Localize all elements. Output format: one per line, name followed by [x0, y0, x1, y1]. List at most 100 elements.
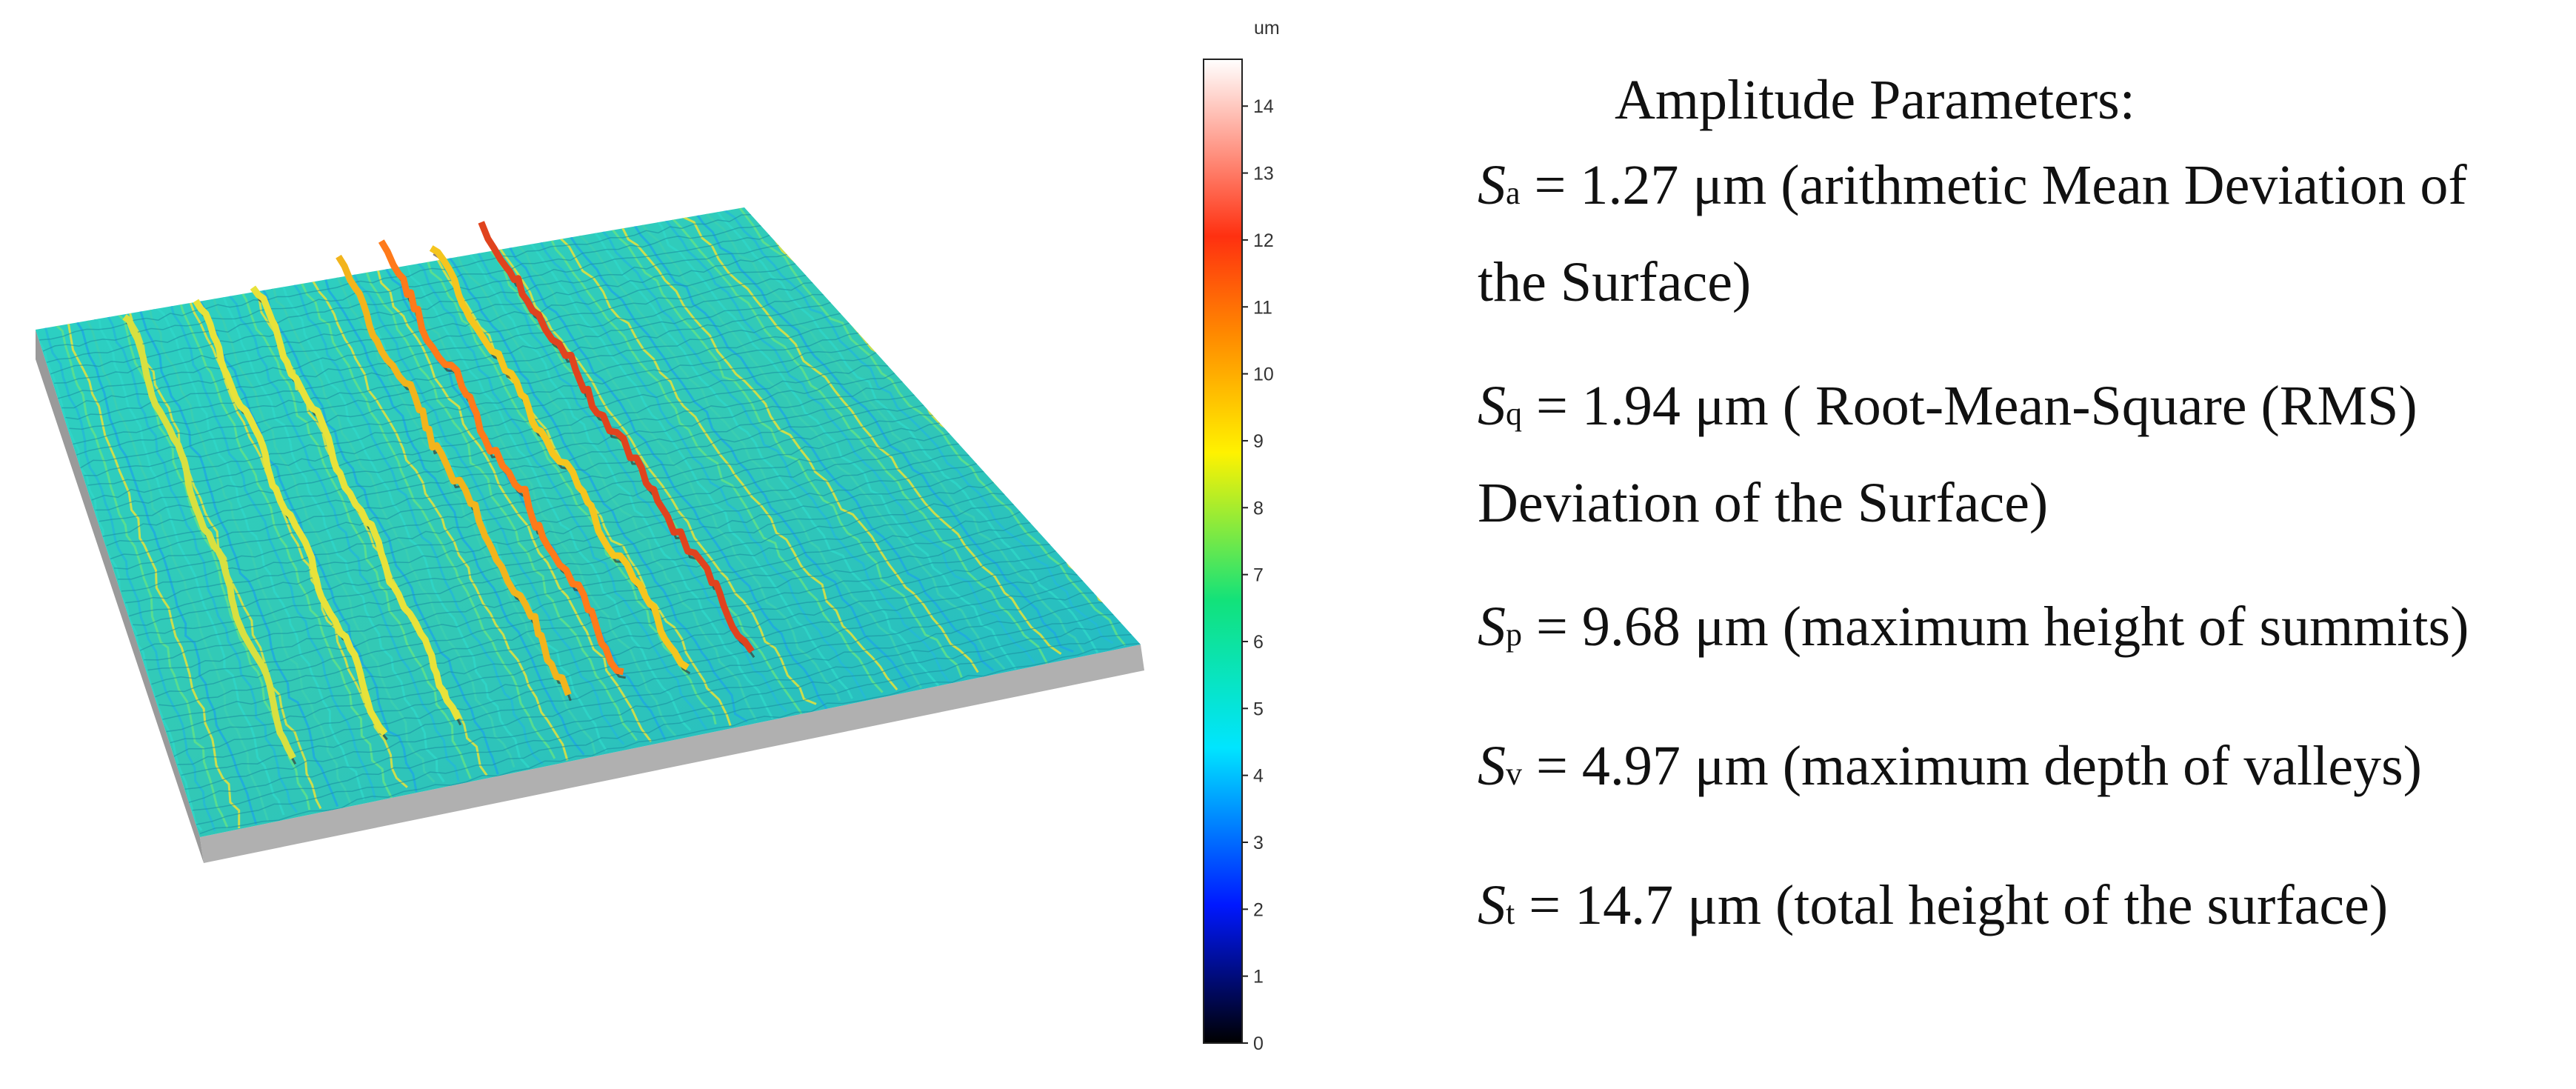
- mesh-line: [128, 454, 970, 617]
- mesh-line: [516, 243, 841, 702]
- colorbar-tick-label: 8: [1253, 498, 1264, 519]
- mesh-line: [188, 613, 1114, 803]
- mesh-line: [136, 470, 988, 636]
- mesh-line: [721, 207, 1114, 645]
- mesh-line: [701, 209, 1085, 653]
- mesh-line: [43, 322, 216, 832]
- mesh-line: [375, 263, 653, 742]
- mesh-line: [162, 544, 1051, 720]
- mesh-line: [630, 220, 995, 672]
- mesh-line: [529, 242, 853, 699]
- mesh-line: [173, 572, 1078, 757]
- height-colorbar: um 0 1 2 3 4 5 6 7 8 9 10 11 12 13 14: [1185, 0, 1363, 1089]
- mesh-line: [139, 480, 997, 651]
- mesh-line: [365, 270, 638, 742]
- colorbar-tick-label: 11: [1253, 297, 1272, 318]
- surface-ridges: [122, 221, 755, 765]
- param-sq: Sq = 1.94 μm ( Root-Mean-Square (RMS) De…: [1478, 362, 2566, 547]
- param-sp-sub: p: [1506, 616, 1522, 653]
- mesh-line: [73, 300, 835, 445]
- surface-ridge: [193, 299, 388, 736]
- mesh-line: [106, 393, 916, 547]
- mesh-line: [537, 237, 867, 700]
- param-st-sub: t: [1506, 895, 1515, 931]
- mesh-line: [260, 286, 499, 775]
- mesh-line: [323, 275, 585, 756]
- mesh-line: [144, 493, 1006, 661]
- colorbar-tick-label: 9: [1253, 431, 1264, 452]
- mesh-line: [168, 300, 376, 799]
- mesh-line: [567, 231, 911, 688]
- colorbar-tick-label: 4: [1253, 766, 1264, 787]
- amplitude-parameters: Amplitude Parameters: Sa = 1.27 μm (arit…: [1478, 59, 2566, 958]
- mesh-line: [53, 323, 229, 829]
- colorbar-tick-label: 1: [1253, 967, 1264, 988]
- mesh-line: [467, 250, 774, 719]
- mesh-line: [91, 350, 880, 501]
- mesh-line: [507, 244, 828, 710]
- colorbar-tick-label: 6: [1253, 632, 1264, 653]
- surface-base-front: [200, 645, 1144, 863]
- mesh-line: [271, 282, 515, 768]
- mesh-line: [166, 548, 1060, 733]
- mesh-line: [61, 274, 808, 409]
- surface-ridge: [122, 314, 296, 760]
- param-sv-symbol: S: [1478, 735, 1506, 797]
- mesh-line: [84, 315, 270, 822]
- mesh-line: [184, 602, 1105, 790]
- mesh-line: [396, 264, 678, 738]
- surface-3d-view: [0, 0, 1170, 1089]
- param-sp-text: = 9.68 μm (maximum height of summits): [1522, 596, 2469, 658]
- mesh-line: [159, 529, 1042, 707]
- mesh-line: [619, 223, 979, 673]
- mesh-line: [128, 311, 322, 810]
- colorbar-tick-label: 10: [1253, 364, 1274, 385]
- surface-base-left: [36, 330, 204, 863]
- param-sp: Sp = 9.68 μm (maximum height of summits): [1478, 582, 2566, 679]
- param-sa-symbol: S: [1478, 154, 1506, 216]
- mesh-line: [734, 207, 1127, 647]
- mesh-line: [76, 322, 258, 825]
- colorbar-tick-label: 3: [1253, 833, 1264, 853]
- mesh-line: [133, 462, 979, 626]
- param-sv: Sv = 4.97 μm (maximum depth of valleys): [1478, 722, 2566, 819]
- param-sa-cont: the Surface): [1478, 251, 1752, 313]
- mesh-line: [406, 262, 692, 731]
- surface-ridge: [250, 285, 461, 721]
- param-sq-text: = 1.94 μm ( Root-Mean-Square (RMS): [1522, 375, 2417, 437]
- mesh-line: [95, 364, 889, 511]
- mesh-line: [102, 380, 907, 537]
- mesh-line: [170, 561, 1069, 744]
- mesh-line: [640, 222, 1006, 670]
- param-st-text: = 14.7 μm (total height of the surface): [1515, 874, 2389, 936]
- mesh-line: [58, 262, 799, 399]
- colorbar-tick-label: 14: [1253, 96, 1274, 117]
- mesh-line: [125, 443, 961, 604]
- colorbar-tick-label: 2: [1253, 899, 1264, 920]
- mesh-line: [456, 253, 758, 721]
- mesh-line: [121, 432, 952, 592]
- mesh-line: [557, 236, 898, 691]
- mesh-line: [425, 258, 717, 725]
- surface-ridge: [336, 254, 572, 696]
- param-sq-symbol: S: [1478, 375, 1506, 437]
- mesh-line: [351, 270, 625, 745]
- surface-ridge: [378, 239, 624, 676]
- mesh-line: [178, 299, 393, 799]
- mesh-line: [662, 216, 1035, 664]
- param-sa-text: = 1.27 μm (arithmetic Mean Deviation of: [1520, 154, 2467, 216]
- mesh-line: [139, 310, 339, 807]
- mesh-line: [653, 216, 1017, 670]
- param-sq-sub: q: [1506, 396, 1522, 432]
- mesh-line: [177, 579, 1087, 765]
- mesh-line: [497, 245, 817, 705]
- params-heading: Amplitude Parameters:: [1615, 69, 2135, 131]
- param-sa: Sa = 1.27 μm (arithmetic Mean Deviation …: [1478, 141, 2566, 327]
- param-sv-text: = 4.97 μm (maximum depth of valleys): [1522, 735, 2422, 797]
- colorbar-tick-label: 13: [1253, 164, 1274, 184]
- mesh-line: [181, 592, 1096, 776]
- mesh-line: [221, 292, 445, 783]
- mesh-line: [333, 272, 597, 756]
